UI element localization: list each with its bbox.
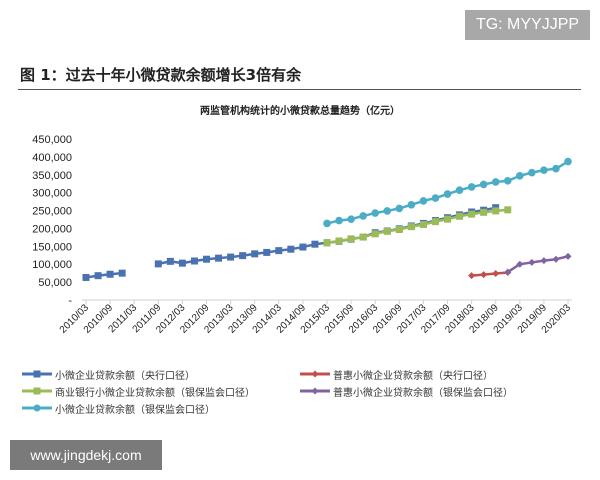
data-point-circle [419, 197, 428, 205]
watermark-top: TG: MYYJJPP [465, 10, 590, 40]
data-point-diamond [564, 252, 572, 260]
data-point-diamond [528, 258, 536, 266]
data-point-square [311, 240, 319, 248]
data-point-square [492, 207, 500, 215]
series-line [471, 271, 508, 277]
data-point-circle [347, 215, 355, 223]
chart-title: 两监管机构统计的小微贷款总量趋势（亿元） [200, 106, 400, 117]
y-tick-label: 450,000 [32, 134, 72, 146]
series-line [85, 271, 123, 279]
data-point-circle [443, 190, 452, 198]
legend-label: 普惠小微企业贷款余额（银保监会口径） [333, 387, 513, 399]
data-point-square [504, 206, 512, 214]
data-point-square [431, 218, 439, 226]
legend-item: 商业银行小微企业贷款余额（银保监会口径） [22, 384, 255, 399]
data-point-circle [407, 201, 416, 209]
data-point-circle [552, 164, 560, 173]
data-point-square [275, 247, 283, 255]
legend-swatch [22, 387, 52, 395]
data-point-diamond [552, 255, 560, 263]
series-line [326, 208, 508, 244]
legend-item: 小微企业贷款余额（银保监会口径） [22, 401, 215, 416]
data-point-square [468, 210, 476, 218]
data-point-circle [383, 207, 392, 215]
data-point-square [263, 248, 271, 256]
data-point-square [154, 260, 162, 268]
data-point-circle [479, 180, 488, 189]
data-point-diamond [504, 268, 512, 276]
data-point-diamond [480, 271, 488, 279]
y-tick-label: 150,000 [32, 241, 72, 253]
data-point-square [456, 212, 464, 220]
data-point-circle [564, 157, 572, 166]
legend-label: 小微企业贷款余额（银保监会口径） [55, 404, 215, 416]
y-tick-label: 250,000 [32, 206, 72, 218]
y-tick-label: 300,000 [32, 188, 72, 200]
data-point-square [227, 253, 235, 261]
data-point-square [419, 221, 427, 229]
y-tick-label: 50,000 [38, 277, 72, 289]
y-tick-label: 200,000 [32, 223, 72, 235]
data-point-square [215, 254, 223, 262]
y-tick-label: 400,000 [32, 152, 72, 164]
data-point-circle [371, 209, 380, 217]
data-point-diamond [468, 272, 476, 280]
figure-title: 图 1：过去十年小微贷款余额增长3倍有余 [20, 66, 302, 84]
legend-swatch [22, 370, 52, 378]
legend-swatch [300, 387, 330, 395]
data-point-circle [516, 172, 524, 180]
data-point-circle [491, 178, 500, 186]
data-point-square [118, 269, 126, 277]
data-point-square [395, 226, 403, 234]
legend-item: 普惠小微企业贷款余额（央行口径） [300, 367, 493, 382]
data-point-square [407, 223, 415, 231]
legend-label: 商业银行小微企业贷款余额（银保监会口径） [55, 387, 255, 399]
data-point-circle [528, 168, 536, 177]
legend-label: 小微企业贷款余额（央行口径） [55, 370, 195, 382]
data-point-square [347, 235, 355, 243]
data-point-circle [395, 204, 404, 213]
y-tick-label: 100,000 [32, 259, 72, 271]
data-point-square [480, 208, 488, 216]
y-tick-label: 350,000 [32, 170, 72, 182]
data-point-diamond [516, 260, 524, 268]
data-point-square [203, 255, 210, 263]
data-point-square [166, 257, 174, 265]
data-point-square [444, 215, 451, 223]
data-point-square [239, 252, 247, 260]
data-point-square [335, 237, 343, 245]
data-point-square [94, 272, 102, 280]
data-point-square [371, 230, 379, 238]
data-point-circle [431, 194, 440, 202]
legend-label: 普惠小微企业贷款余额（央行口径） [333, 370, 493, 382]
legend-swatch [22, 404, 52, 412]
data-point-square [299, 243, 307, 251]
title-divider [18, 89, 581, 90]
data-point-circle [359, 212, 367, 220]
data-point-circle [455, 186, 464, 194]
data-point-circle [540, 166, 548, 174]
data-point-circle [467, 183, 476, 191]
data-point-square [106, 270, 114, 278]
data-point-diamond [540, 257, 548, 265]
data-point-square [178, 259, 186, 267]
data-point-square [251, 250, 259, 258]
data-point-circle [503, 177, 512, 185]
data-point-square [323, 239, 331, 247]
watermark-bottom: www.jingdekj.com [10, 440, 162, 470]
data-point-circle [335, 216, 343, 225]
data-point-square [359, 233, 367, 241]
data-point-square [82, 273, 90, 281]
legend-item: 小微企业贷款余额（央行口径） [22, 367, 195, 382]
data-point-diamond [492, 270, 500, 278]
y-tick-label: - [68, 295, 72, 307]
data-point-circle [323, 219, 331, 228]
data-point-square [383, 227, 391, 235]
legend-item: 普惠小微企业贷款余额（银保监会口径） [300, 384, 513, 399]
data-point-square [190, 257, 198, 265]
data-point-square [287, 245, 295, 253]
legend-swatch [300, 370, 330, 378]
